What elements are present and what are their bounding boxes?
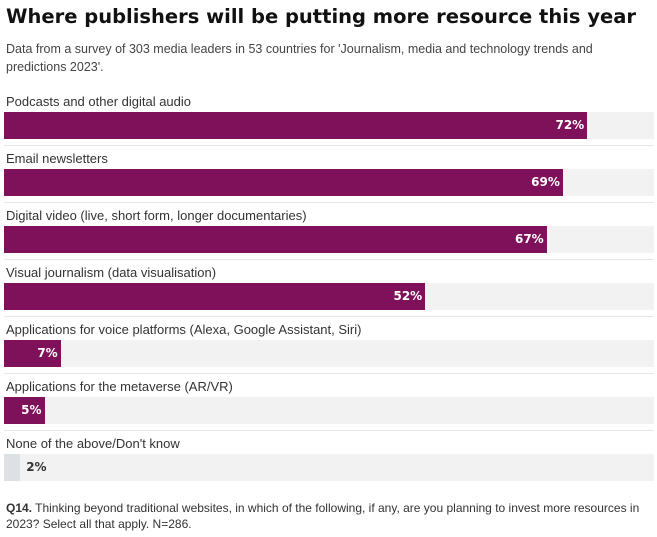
value-label: 67% [514,232,544,246]
footnote-question-label: Q14. [6,501,33,515]
row-divider [4,316,654,317]
category-label: Applications for voice platforms (Alexa,… [6,322,362,337]
category-label: None of the above/Don't know [6,436,180,451]
bar [4,340,61,367]
value-label: 72% [555,118,585,132]
bar-track: 72% [4,112,654,139]
bar [4,169,563,196]
bar [4,226,547,253]
value-label: 7% [37,346,58,360]
bar-track: 67% [4,226,654,253]
bar [4,112,588,139]
category-label: Podcasts and other digital audio [6,94,192,109]
category-label: Applications for the metaverse (AR/VR) [6,379,233,394]
value-label: 52% [393,289,423,303]
bar-track: 52% [4,283,654,310]
row-divider [4,202,654,203]
category-label: Digital video (live, short form, longer … [6,208,307,223]
bar-track: 69% [4,169,654,196]
value-label: 69% [531,175,560,189]
value-label: 2% [26,460,47,474]
footnote-text: Thinking beyond traditional websites, in… [6,501,640,531]
category-label: Email newsletters [6,151,108,166]
bar [4,397,45,424]
bar-track: 5% [4,397,654,424]
bar-track: 7% [4,340,654,367]
value-label: 5% [21,403,42,417]
bar-track: 2% [4,454,654,481]
row-divider [4,373,654,374]
chart-subtitle: Data from a survey of 303 media leaders … [6,42,593,74]
row-divider [4,145,654,146]
row-divider [4,259,654,260]
category-label: Visual journalism (data visualisation) [6,265,217,280]
bar [4,283,426,310]
row-divider [4,430,654,431]
chart-title: Where publishers will be putting more re… [6,5,637,28]
footnote: Q14. Thinking beyond traditional website… [6,500,654,532]
bar [4,454,21,481]
